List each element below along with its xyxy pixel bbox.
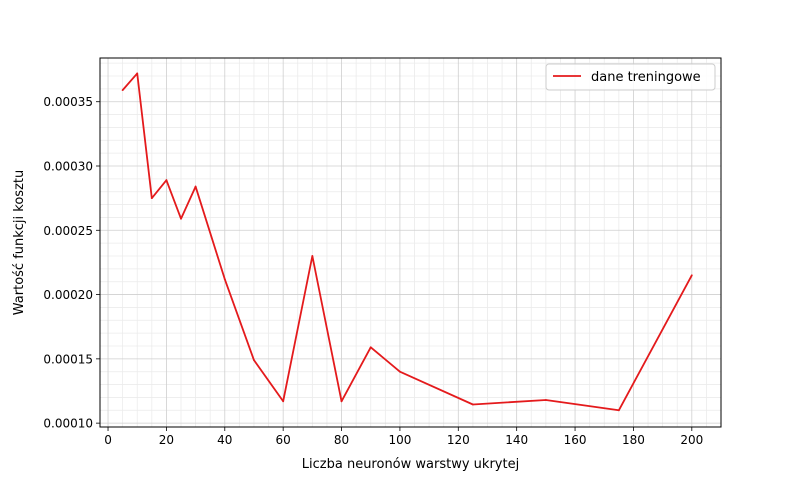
- data-point: [253, 359, 255, 362]
- y-tick-label: 0.00025: [43, 224, 93, 238]
- x-tick-label: 40: [217, 433, 232, 447]
- data-point: [165, 179, 168, 182]
- series-layer: [121, 72, 693, 412]
- x-tick-label: 140: [505, 433, 528, 447]
- x-tick-label: 100: [388, 433, 411, 447]
- x-tick-label: 60: [276, 433, 291, 447]
- legend: dane treningowe: [545, 63, 716, 91]
- x-tick-label: 0: [104, 433, 112, 447]
- x-axis-label: Liczba neuronów warstwy ukrytej: [302, 457, 519, 472]
- data-point: [471, 403, 474, 406]
- x-tick-label: 200: [680, 433, 703, 447]
- data-point: [690, 274, 693, 277]
- x-tick-label: 180: [622, 433, 645, 447]
- data-point: [194, 185, 197, 188]
- x-tick-label: 20: [159, 433, 174, 447]
- y-tick-label: 0.00010: [43, 417, 93, 431]
- y-tick-label: 0.00020: [43, 288, 93, 302]
- major-grid: [100, 58, 721, 427]
- data-point: [544, 399, 547, 401]
- y-tick-label: 0.00015: [43, 352, 93, 366]
- x-tick-label: 120: [447, 433, 470, 447]
- data-point: [369, 346, 372, 349]
- data-point: [121, 89, 124, 92]
- y-axis: 0.00010 0.00015 0.00020 0.00025 0.00030 0.000…: [43, 95, 100, 431]
- data-point: [180, 217, 182, 220]
- x-tick-label: 80: [334, 433, 349, 447]
- data-point: [340, 400, 343, 403]
- legend-box: [545, 63, 716, 91]
- minor-grid: [100, 58, 722, 427]
- data-point: [617, 409, 620, 412]
- data-point: [311, 255, 314, 257]
- data-point: [150, 197, 153, 200]
- x-tick-label: 160: [564, 433, 587, 447]
- y-axis-label: Wartość funkcji kosztu: [12, 170, 27, 315]
- x-axis: 0 20 40 60 80 100 120 140 160 180 200: [104, 427, 703, 447]
- data-point: [223, 278, 226, 281]
- y-tick-label: 0.00030: [43, 160, 93, 174]
- data-point: [136, 72, 139, 75]
- data-point: [399, 370, 401, 373]
- y-tick-label: 0.00035: [43, 95, 93, 109]
- legend-label: dane treningowe: [591, 70, 701, 85]
- plot-frame: [99, 57, 722, 428]
- data-point: [282, 400, 285, 403]
